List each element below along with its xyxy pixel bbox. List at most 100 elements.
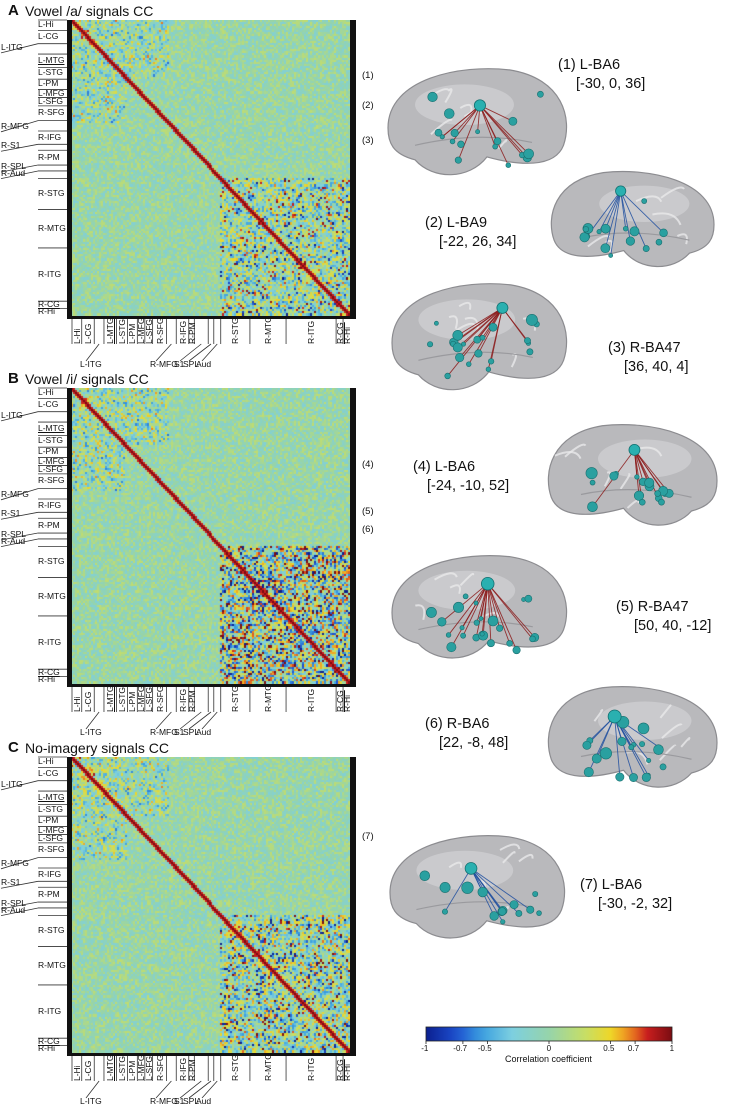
- electrode-node: [450, 129, 459, 138]
- col-label: R-MTG: [262, 316, 273, 344]
- col-label: R-IFG: [177, 1057, 188, 1081]
- electrode-node: [493, 137, 502, 146]
- electrode-node: [582, 740, 592, 750]
- row-label: R-Aud: [1, 904, 26, 915]
- row-label: L-MTG: [38, 422, 65, 433]
- heatmap-left-edge: [67, 388, 72, 684]
- col-label: R-IFG: [177, 688, 188, 712]
- col-label: L-ITG: [80, 727, 102, 737]
- brain-sulcus: [564, 443, 587, 458]
- brain-render: [387, 68, 568, 176]
- hub-node: [480, 576, 495, 591]
- row-label: R-PM: [38, 151, 60, 162]
- brain-sulcus: [652, 212, 682, 226]
- electrode-node: [474, 349, 483, 358]
- col-label: L-SFG: [143, 1055, 154, 1081]
- col-label: Aud: [196, 359, 212, 369]
- row-label: R-ITG: [38, 268, 62, 279]
- heatmap-bottom-edge: [67, 1053, 356, 1056]
- row-label: L-MFG: [38, 87, 65, 98]
- electrode-node: [488, 322, 498, 332]
- col-leader: [179, 343, 202, 362]
- electrode-node: [498, 907, 507, 916]
- electrode-node: [622, 225, 629, 232]
- col-label: R-ITG: [306, 320, 317, 344]
- col-label: R-MTG: [262, 684, 273, 712]
- connection-line: [470, 868, 531, 911]
- row-label: R-CG: [38, 1035, 60, 1046]
- electrode-node: [599, 747, 612, 760]
- connection-line: [487, 583, 533, 640]
- electrode-node: [485, 366, 492, 372]
- panel-title: Vowel /i/ signals CC: [25, 371, 149, 387]
- region-marker: (3): [362, 135, 374, 147]
- brain-label: (1) L-BA6 [-30, 0, 36]: [558, 57, 646, 92]
- connection-line: [502, 307, 528, 341]
- row-label: R-MTG: [38, 222, 66, 233]
- col-label: Aud: [196, 1096, 212, 1106]
- col-leader: [85, 1080, 100, 1099]
- col-leader: [155, 711, 172, 730]
- electrode-node: [439, 882, 451, 893]
- connection-line: [457, 307, 503, 348]
- brain-highlight: [418, 570, 516, 611]
- brain-sulcus: [626, 499, 640, 509]
- brain-sulcus: [554, 451, 582, 460]
- row-label: R-CG: [38, 666, 60, 677]
- region-leader: [0, 411, 39, 422]
- row-label: R-Hi: [38, 674, 55, 685]
- connection-line: [634, 449, 664, 492]
- electrode-node: [629, 773, 638, 782]
- electrode-node: [641, 772, 651, 782]
- col-label: SPL: [183, 727, 200, 737]
- brain-sulcus: [459, 572, 475, 587]
- panel-letter: B: [8, 370, 19, 387]
- row-label: R-STG: [38, 555, 65, 566]
- electrode-node: [452, 342, 463, 353]
- brain-sulcus: [660, 186, 685, 199]
- row-label: L-SFG: [38, 463, 64, 474]
- colorbar-tick-label: -1: [421, 1044, 429, 1053]
- col-label: L-SFG: [143, 318, 154, 344]
- brain-highlight: [415, 84, 514, 125]
- colorbar-tick-label: 1: [669, 1044, 675, 1053]
- brain-label: (6) R-BA6 [22, -8, 48]: [425, 716, 509, 751]
- brain-sulcus: [518, 853, 534, 863]
- region-leader: [0, 511, 39, 520]
- colorbar-tick-label: -0.7: [453, 1044, 468, 1053]
- region-marker: (1): [362, 70, 374, 82]
- electrode-node: [629, 226, 640, 237]
- electrode-node: [642, 245, 650, 252]
- brain-sulcus: [619, 473, 631, 490]
- brain-render: [391, 555, 568, 659]
- brain-sylvian: [580, 751, 692, 760]
- heatmap-bottom-edge: [67, 316, 356, 319]
- row-label: R-SFG: [38, 475, 65, 486]
- row-label: R-MFG: [1, 488, 29, 499]
- row-label: R-SPL: [1, 529, 27, 539]
- hub-node: [628, 443, 641, 456]
- row-label: R-SFG: [38, 844, 65, 855]
- row-label: R-ITG: [38, 636, 62, 647]
- brain-sulcus: [680, 737, 691, 748]
- row-label: L-CG: [38, 768, 59, 779]
- connection-line: [620, 190, 647, 249]
- connection-line: [610, 190, 622, 256]
- region-marker: (2): [362, 99, 374, 111]
- col-label: R-ITG: [306, 688, 317, 712]
- electrode-node: [455, 353, 465, 363]
- connection-line: [614, 716, 634, 778]
- brain-render: [389, 835, 566, 939]
- electrode-node: [466, 361, 472, 367]
- row-label: R-STG: [38, 187, 65, 198]
- region-leader: [0, 880, 39, 889]
- electrode-node: [515, 910, 523, 917]
- connection-line: [441, 583, 489, 623]
- electrode-node: [462, 593, 469, 600]
- panel-letter: A: [8, 2, 19, 19]
- col-label: R-Hi: [341, 327, 352, 344]
- region-marker: (6): [362, 524, 374, 536]
- col-label: L-ITG: [80, 359, 102, 369]
- row-label: R-SPL: [1, 161, 27, 171]
- colorbar: [425, 1026, 673, 1042]
